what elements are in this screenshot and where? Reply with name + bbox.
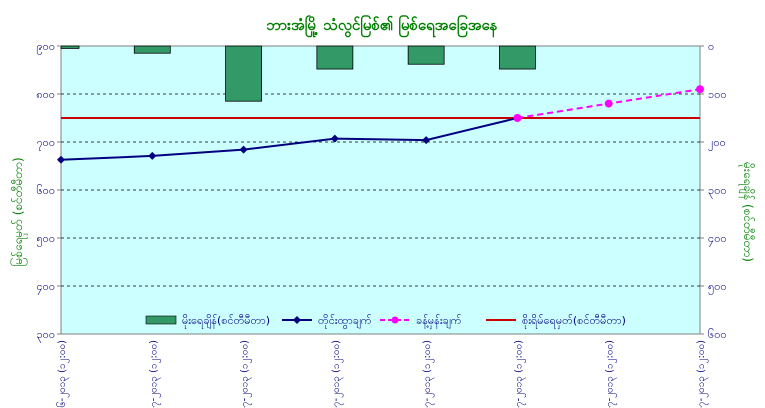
rainfall-bar bbox=[499, 45, 536, 70]
gridlines bbox=[61, 93, 700, 287]
right-axis-label: မိုးရေချိန် (စင်တီမီတာ) bbox=[738, 162, 756, 262]
x-tick-label: ၄-၇-၂၀၁၃ (၁၂:၀၀) bbox=[422, 340, 435, 408]
x-tick-label: ၁-၇-၂၀၁၃ (၁၂:၀၀) bbox=[148, 340, 161, 408]
x-tick-label: ၇-၇-၂၀၁၃ (၁၂:၀၀) bbox=[696, 340, 709, 408]
legend-swatch-rainfall bbox=[145, 315, 177, 325]
left-axis-ticks: ၃၀၀ ၄၀၀ ၅၀၀ ၆၀၀ ၇၀၀ ၈၀၀ ၉၀၀ bbox=[36, 40, 61, 343]
forecast-point bbox=[604, 99, 613, 108]
rainfall-bar bbox=[225, 45, 262, 102]
x-tick-label: ၆-၇-၂၀၁၃ (၁၂:၀၀) bbox=[603, 340, 618, 408]
right-tick-label: ၃၀၀ bbox=[708, 184, 727, 199]
right-tick-label: ၂၀၀ bbox=[708, 136, 726, 151]
x-tick-label: ၃-၇-၂၀၁၃ (၁၂:၀၀) bbox=[331, 340, 344, 408]
right-tick-label: ၁၀၀ bbox=[708, 88, 727, 101]
left-tick-label: ၄၀၀ bbox=[36, 280, 55, 295]
series-points bbox=[57, 85, 704, 164]
observed-point bbox=[239, 145, 248, 154]
left-tick-label: ၈၀၀ bbox=[36, 88, 55, 101]
right-tick-label: ၅၀၀ bbox=[708, 280, 727, 295]
rainfall-bar bbox=[407, 45, 445, 65]
rainfall-bar bbox=[133, 45, 171, 54]
observed-line bbox=[60, 117, 518, 161]
x-axis-labels: ၃၀-၆-၂၀၁၃ (၁၂:၀၀) ၁-၇-၂၀၁၃ (၁၂:၀၀) ၂-၇-၂၀၁… bbox=[55, 340, 709, 408]
forecast-point bbox=[696, 85, 704, 94]
legend-label: မိုးရေချိန်(စင်တီမီတာ) bbox=[182, 314, 270, 329]
right-tick-label: ၀ bbox=[708, 40, 714, 53]
right-tick-label: ၆၀၀ bbox=[708, 328, 727, 341]
observed-point bbox=[422, 136, 431, 145]
left-tick-label: ၇၀၀ bbox=[36, 136, 55, 151]
left-tick-label: ၆၀၀ bbox=[36, 184, 55, 197]
right-tick-label: ၄၀၀ bbox=[708, 232, 727, 247]
rainfall-bar bbox=[316, 45, 354, 70]
rainfall-bar bbox=[60, 45, 80, 49]
x-tick-label: ၃၀-၆-၂၀၁၃ (၁၂:၀၀) bbox=[55, 340, 70, 408]
left-tick-label: ၉၀၀ bbox=[36, 40, 55, 55]
legend-marker-forecast bbox=[391, 316, 399, 324]
legend: မိုးရေချိန်(စင်တီမီတာ) တိုင်းထွာချက် ခန့်မ… bbox=[145, 314, 626, 329]
left-tick-label: ၃၀၀ bbox=[36, 328, 55, 343]
left-axis-label: မြစ်ရေမှတ် (စင်တီမီတာ) bbox=[9, 157, 28, 266]
left-tick-label: ၅၀၀ bbox=[36, 232, 55, 247]
x-tick-label: ၅-၇-၂၀၁၃ (၁၂:၀၀) bbox=[513, 340, 526, 408]
legend-label: စိုးရိမ်ရေမှတ်(စင်တီမီတာ) bbox=[522, 314, 626, 329]
legend-label: တိုင်းထွာချက် bbox=[318, 314, 372, 329]
forecast-point bbox=[513, 114, 522, 122]
legend-marker-observed bbox=[293, 316, 301, 324]
legend-label: ခန့်မှန်းချက် bbox=[416, 314, 462, 329]
observed-point bbox=[57, 155, 65, 164]
x-tick-label: ၂-၇-၂၀၁၃ (၁၂:၀၀) bbox=[240, 340, 253, 408]
rainfall-bars bbox=[60, 45, 536, 102]
observed-point bbox=[148, 151, 157, 160]
observed-point bbox=[330, 134, 339, 143]
